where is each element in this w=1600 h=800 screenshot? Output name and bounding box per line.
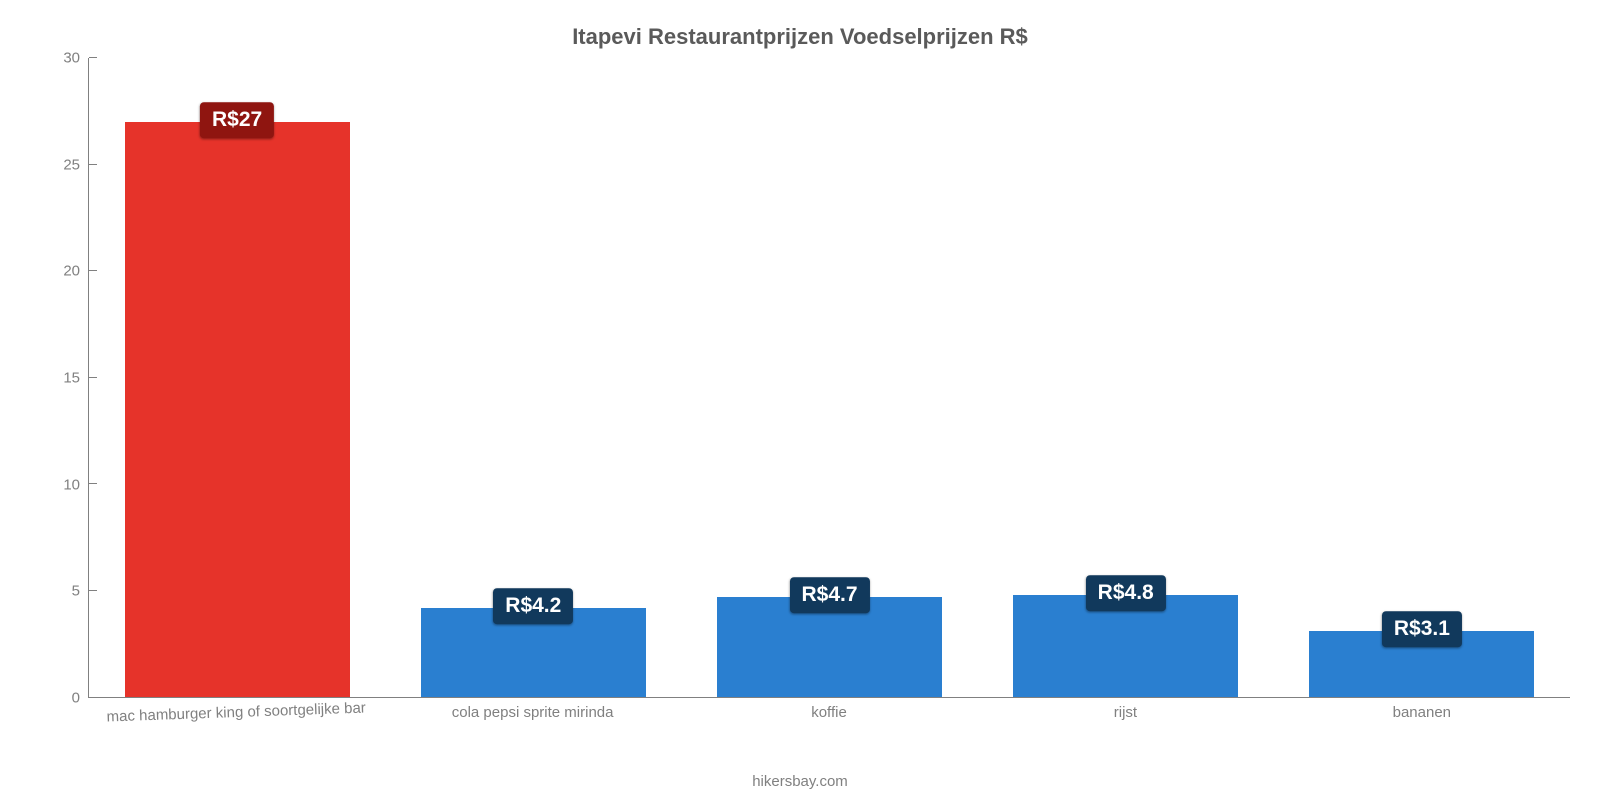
chart-container: Itapevi Restaurantprijzen Voedselprijzen… (0, 0, 1600, 800)
y-tick-mark (89, 483, 97, 484)
bar-slot: R$4.7 (681, 58, 977, 697)
bar: R$4.7 (717, 597, 942, 697)
y-tick: 25 (63, 156, 80, 173)
y-tick-mark (89, 590, 97, 591)
bar-value-label: R$3.1 (1382, 611, 1462, 647)
x-category-label: koffie (681, 704, 977, 721)
plot-area: R$27 R$4.2 R$4.7 R$4.8 R$3.1 (88, 58, 1570, 698)
bar-slot: R$3.1 (1274, 58, 1570, 697)
x-category-label: rijst (977, 704, 1273, 721)
bar: R$27 (125, 122, 350, 697)
bar: R$4.2 (421, 608, 646, 697)
y-tick: 20 (63, 263, 80, 280)
bar-slot: R$4.8 (978, 58, 1274, 697)
y-tick-mark (89, 164, 97, 165)
bar-slot: R$27 (89, 58, 385, 697)
bar-slot: R$4.2 (385, 58, 681, 697)
bar-value-label: R$4.2 (493, 588, 573, 624)
bar-value-label: R$27 (200, 102, 274, 138)
x-category-label: bananen (1274, 704, 1570, 721)
bars-layer: R$27 R$4.2 R$4.7 R$4.8 R$3.1 (89, 58, 1570, 697)
y-tick: 10 (63, 476, 80, 493)
y-tick: 5 (72, 583, 80, 600)
y-tick: 0 (72, 690, 80, 707)
y-tick-mark (89, 377, 97, 378)
bar-value-label: R$4.7 (789, 577, 869, 613)
bar: R$4.8 (1013, 595, 1238, 697)
bar-value-label: R$4.8 (1086, 575, 1166, 611)
plot-row: 051015202530 R$27R$4.2R$4.7R$4.8R$3.1 (30, 58, 1570, 698)
bar: R$3.1 (1309, 631, 1534, 697)
chart-credit: hikersbay.com (0, 773, 1600, 790)
chart-title: Itapevi Restaurantprijzen Voedselprijzen… (30, 24, 1570, 50)
y-tick-mark (89, 57, 97, 58)
y-tick: 15 (63, 370, 80, 387)
y-tick-mark (89, 270, 97, 271)
y-tick: 30 (63, 50, 80, 67)
x-axis: mac hamburger king of soortgelijke barco… (88, 704, 1570, 721)
x-category-label: mac hamburger king of soortgelijke bar (88, 699, 385, 726)
y-axis: 051015202530 (30, 58, 88, 698)
x-category-label: cola pepsi sprite mirinda (384, 704, 680, 721)
